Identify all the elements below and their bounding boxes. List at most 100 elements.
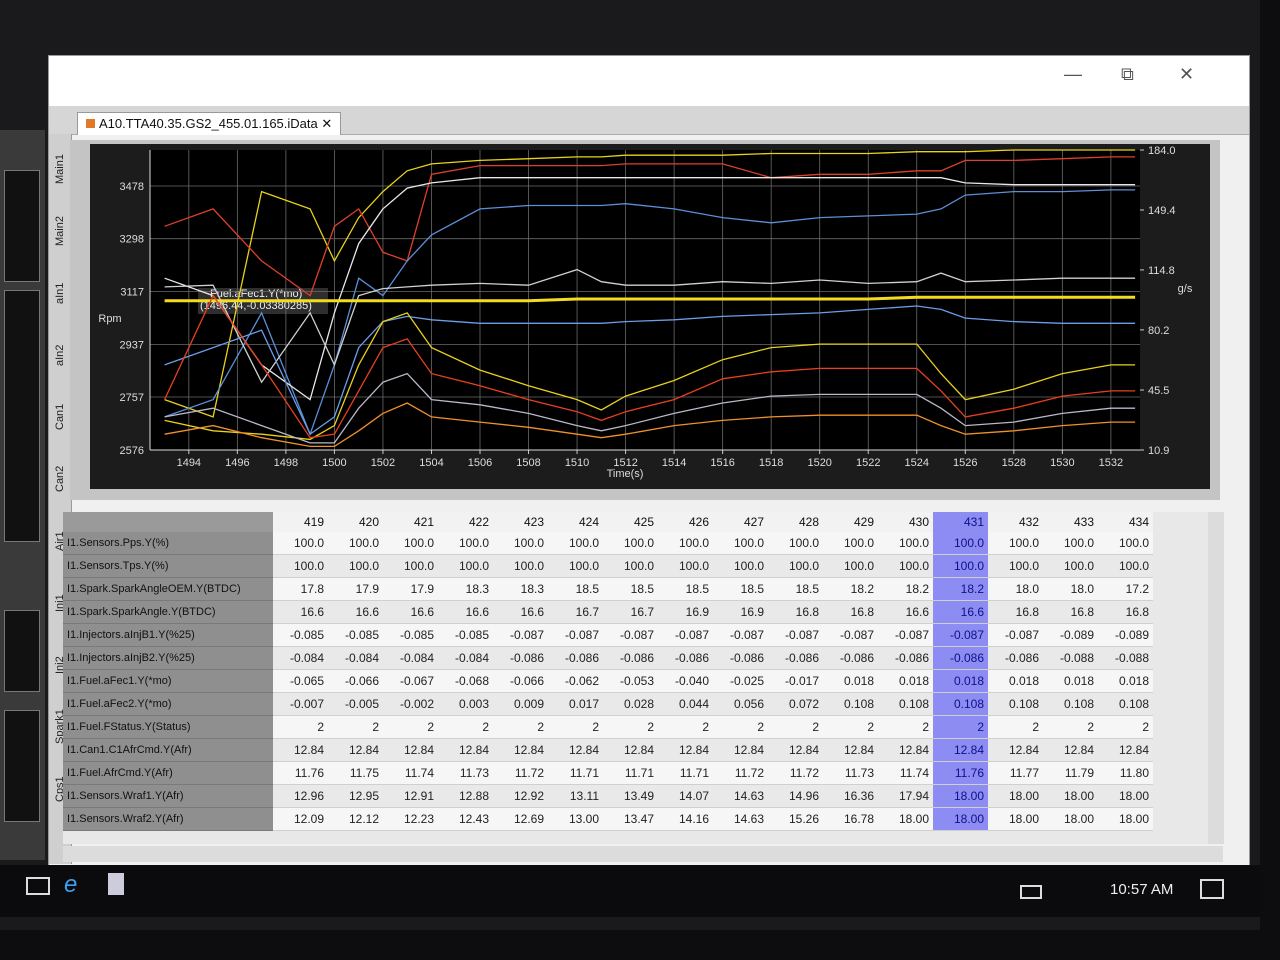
cell[interactable]: -0.087: [933, 623, 988, 647]
cell[interactable]: 2: [768, 715, 823, 739]
browser-icon[interactable]: e: [64, 871, 78, 898]
cell[interactable]: 100.0: [328, 554, 383, 578]
cell[interactable]: 100.0: [603, 554, 658, 578]
cell[interactable]: -0.087: [603, 623, 658, 647]
cell[interactable]: 2: [493, 715, 548, 739]
cell[interactable]: 12.96: [273, 784, 328, 808]
cell[interactable]: 12.23: [383, 807, 438, 831]
cell[interactable]: -0.087: [878, 623, 933, 647]
cell[interactable]: 12.84: [768, 738, 823, 762]
cell[interactable]: -0.084: [383, 646, 438, 670]
cell[interactable]: 11.71: [548, 761, 603, 785]
cell[interactable]: -0.007: [273, 692, 328, 716]
cell[interactable]: 100.0: [823, 532, 878, 555]
cell[interactable]: 11.71: [658, 761, 713, 785]
cell[interactable]: -0.066: [328, 669, 383, 693]
cell[interactable]: 0.108: [988, 692, 1043, 716]
cell[interactable]: 18.00: [933, 807, 988, 831]
notification-icon[interactable]: [1200, 879, 1224, 899]
cell[interactable]: 100.0: [768, 554, 823, 578]
cell[interactable]: 0.017: [548, 692, 603, 716]
cell[interactable]: -0.025: [713, 669, 768, 693]
cell[interactable]: -0.087: [768, 623, 823, 647]
cell[interactable]: 12.84: [438, 738, 493, 762]
cell[interactable]: 100.0: [823, 554, 878, 578]
cell[interactable]: -0.086: [603, 646, 658, 670]
cell[interactable]: -0.067: [383, 669, 438, 693]
cell[interactable]: 16.8: [1043, 600, 1098, 624]
cell[interactable]: -0.087: [713, 623, 768, 647]
cell[interactable]: 0.018: [933, 669, 988, 693]
cell[interactable]: -0.084: [273, 646, 328, 670]
battery-icon[interactable]: [1020, 885, 1042, 899]
cell[interactable]: 2: [548, 715, 603, 739]
close-button[interactable]: ✕: [1179, 64, 1195, 84]
minimize-button[interactable]: —: [1064, 64, 1082, 84]
cell[interactable]: -0.084: [438, 646, 493, 670]
cell[interactable]: 16.36: [823, 784, 878, 808]
cell[interactable]: -0.088: [1043, 646, 1098, 670]
cell[interactable]: 11.76: [933, 761, 988, 785]
cell[interactable]: 100.0: [933, 554, 988, 578]
cell[interactable]: 100.0: [713, 554, 768, 578]
cell[interactable]: 16.7: [548, 600, 603, 624]
cell[interactable]: 100.0: [658, 532, 713, 555]
cell[interactable]: 18.00: [933, 784, 988, 808]
cell[interactable]: 14.96: [768, 784, 823, 808]
side-tab[interactable]: Main1: [54, 154, 66, 184]
cell[interactable]: 18.5: [713, 577, 768, 601]
cell[interactable]: 14.63: [713, 784, 768, 808]
cell[interactable]: 12.84: [823, 738, 878, 762]
cell[interactable]: 2: [438, 715, 493, 739]
cell[interactable]: 18.5: [768, 577, 823, 601]
cell[interactable]: 100.0: [1098, 554, 1153, 578]
cell[interactable]: -0.085: [383, 623, 438, 647]
mail-icon[interactable]: [26, 877, 50, 895]
cell[interactable]: 14.63: [713, 807, 768, 831]
cell[interactable]: 0.108: [1043, 692, 1098, 716]
cell[interactable]: 100.0: [328, 532, 383, 555]
cell[interactable]: 0.056: [713, 692, 768, 716]
cell[interactable]: -0.086: [713, 646, 768, 670]
cell[interactable]: 11.74: [383, 761, 438, 785]
horizontal-scrollbar[interactable]: [63, 846, 1223, 862]
cell[interactable]: 2: [713, 715, 768, 739]
cell[interactable]: 18.00: [988, 807, 1043, 831]
cell[interactable]: -0.089: [1043, 623, 1098, 647]
cell[interactable]: 100.0: [548, 532, 603, 555]
cell[interactable]: -0.087: [548, 623, 603, 647]
cell[interactable]: -0.066: [493, 669, 548, 693]
cell[interactable]: 0.108: [823, 692, 878, 716]
cell[interactable]: 100.0: [603, 532, 658, 555]
cell[interactable]: -0.086: [768, 646, 823, 670]
cell[interactable]: 12.43: [438, 807, 493, 831]
cell[interactable]: 100.0: [548, 554, 603, 578]
cell[interactable]: 100.0: [383, 554, 438, 578]
cell[interactable]: 0.044: [658, 692, 713, 716]
cell[interactable]: 16.9: [658, 600, 713, 624]
cell[interactable]: -0.085: [438, 623, 493, 647]
cell[interactable]: 11.79: [1043, 761, 1098, 785]
cell[interactable]: 100.0: [493, 554, 548, 578]
cell[interactable]: 2: [1098, 715, 1153, 739]
cell[interactable]: 13.49: [603, 784, 658, 808]
cell[interactable]: 0.108: [933, 692, 988, 716]
cell[interactable]: 100.0: [878, 554, 933, 578]
cell[interactable]: 2: [328, 715, 383, 739]
cell[interactable]: 12.84: [988, 738, 1043, 762]
cell[interactable]: 12.69: [493, 807, 548, 831]
cell[interactable]: 12.84: [1043, 738, 1098, 762]
cell[interactable]: 100.0: [988, 532, 1043, 555]
cell[interactable]: 16.8: [988, 600, 1043, 624]
cell[interactable]: 18.2: [878, 577, 933, 601]
cell[interactable]: 11.80: [1098, 761, 1153, 785]
cell[interactable]: 16.8: [768, 600, 823, 624]
cell[interactable]: 100.0: [768, 532, 823, 555]
cell[interactable]: 13.47: [603, 807, 658, 831]
cell[interactable]: 2: [273, 715, 328, 739]
cell[interactable]: 100.0: [988, 554, 1043, 578]
cell[interactable]: 18.00: [1043, 807, 1098, 831]
cell[interactable]: 18.2: [823, 577, 878, 601]
cell[interactable]: -0.053: [603, 669, 658, 693]
cell[interactable]: -0.084: [328, 646, 383, 670]
